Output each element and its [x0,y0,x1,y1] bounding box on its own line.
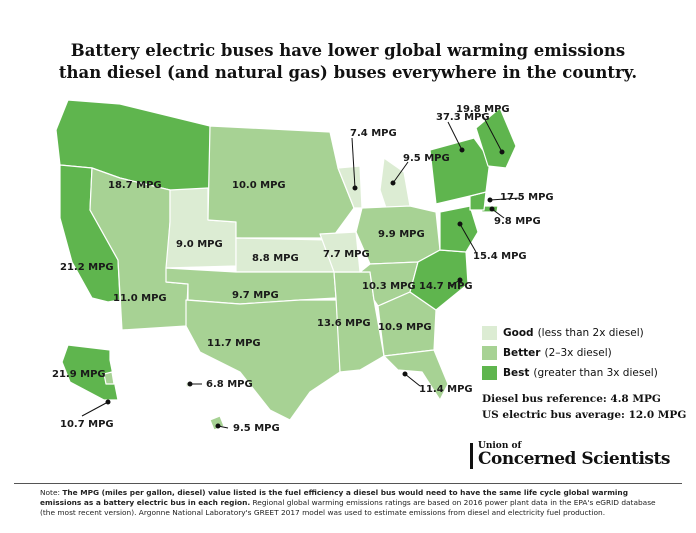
region-label: 10.7 MPG [60,419,114,430]
region-southeast [377,291,437,357]
electric-average: US electric bus average: 12.0 MPG [482,409,687,421]
footnote: Note: The MPG (miles per gallon, diesel)… [40,488,660,518]
leader-line [404,373,421,387]
region-label: 9.5 MPG [403,153,450,164]
legend-item-better: Better (2–3x diesel) [482,344,692,362]
region-label: 10.3 MPG [362,281,416,292]
leader-line [447,121,463,151]
leader-dot [390,180,396,186]
leader-dot [487,197,493,203]
leader-dot [489,206,495,212]
region-texas [185,299,341,421]
region-mid-atlantic [439,205,479,253]
region-label: 21.2 MPG [60,262,114,273]
logo-main-text: Concerned Scientists [478,449,670,469]
region-label: 9.8 MPG [494,216,541,227]
note-divider [14,483,682,484]
region-label: 9.9 MPG [378,229,425,240]
region-label: 18.7 MPG [108,180,162,191]
region-label: 8.8 MPG [252,253,299,264]
region-label: 10.0 MPG [232,180,286,191]
note-rest: Regional global warming emissions rating… [40,498,656,517]
reference-values: Diesel bus reference: 4.8 MPG US electri… [482,391,686,423]
leader-line [481,113,503,153]
ucs-logo: Union of Concerned Scientists [470,441,670,471]
region-label: 11.0 MPG [113,293,167,304]
region-alaska-southcentral [103,371,115,385]
region-label: 11.4 MPG [419,384,473,395]
region-label: 17.5 MPG [500,192,554,203]
diesel-reference: Diesel bus reference: 4.8 MPG [482,393,661,405]
region-label: 9.0 MPG [176,239,223,250]
region-label: 37.3 MPG [436,112,490,123]
legend-desc: (greater than 3x diesel) [533,367,658,379]
title-line-2: than diesel (and natural gas) buses ever… [58,63,638,82]
leader-line [489,197,521,201]
legend: Good (less than 2x diesel) Better (2–3x … [482,324,692,384]
legend-desc: (2–3x diesel) [544,347,612,359]
region-label: 6.8 MPG [206,379,253,390]
leader-dot [457,221,463,227]
region-label: 14.7 MPG [419,281,473,292]
logo-bar [470,443,473,469]
legend-swatch-best [482,366,497,380]
leader-dot [187,381,193,387]
region-upstate-new-york [429,137,491,205]
legend-desc: (less than 2x diesel) [537,327,644,339]
region-label: 9.5 MPG [233,423,280,434]
leader-dot [457,277,463,283]
legend-item-best: Best (greater than 3x diesel) [482,364,692,382]
title-line-1: Battery electric buses have lower global… [70,41,626,60]
region-label: 7.7 MPG [323,249,370,260]
leader-dot [402,371,408,377]
leader-dot [459,147,465,153]
leader-dot [499,149,505,155]
leader-line [459,223,477,253]
legend-swatch-better [482,346,497,360]
map-title: Battery electric buses have lower global… [0,40,696,84]
note-bold: The MPG (miles per gallon, diesel) value… [40,488,628,507]
legend-name: Better [503,347,541,359]
logo-top-text: Union of [478,441,522,451]
leader-dot [215,423,221,429]
legend-name: Good [503,327,534,339]
region-label: 21.9 MPG [52,369,106,380]
region-label: 15.4 MPG [473,251,527,262]
region-label: 9.7 MPG [232,290,279,301]
legend-item-good: Good (less than 2x diesel) [482,324,692,342]
region-label: 10.9 MPG [378,322,432,333]
legend-name: Best [503,367,530,379]
leader-line [351,137,356,189]
region-label: 19.8 MPG [456,104,510,115]
leader-dot [105,399,111,405]
leader-line [392,161,409,184]
note-prefix: Note: [40,488,63,497]
region-label: 7.4 MPG [350,128,397,139]
leader-line [81,401,109,417]
region-label: 13.6 MPG [317,318,371,329]
region-label: 11.7 MPG [207,338,261,349]
region-alaska [61,344,119,401]
region-new-england [475,107,517,169]
leader-dot [352,185,358,191]
region-florida [383,349,449,401]
legend-swatch-good [482,326,497,340]
